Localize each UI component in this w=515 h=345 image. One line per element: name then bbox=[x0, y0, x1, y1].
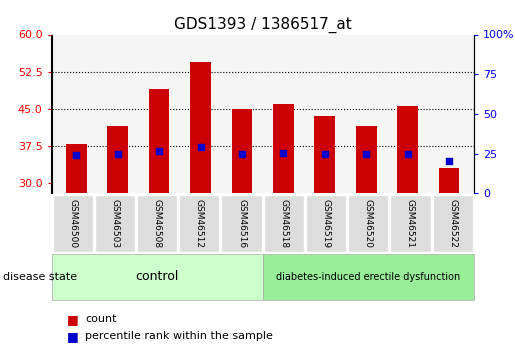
Bar bbox=[356, 126, 376, 193]
Text: ■: ■ bbox=[67, 313, 79, 326]
Bar bbox=[190, 62, 211, 193]
Text: GSM46521: GSM46521 bbox=[406, 199, 415, 248]
Text: GSM46519: GSM46519 bbox=[321, 199, 331, 248]
Text: GSM46508: GSM46508 bbox=[152, 199, 162, 248]
Text: GSM46518: GSM46518 bbox=[279, 199, 288, 248]
Point bbox=[321, 151, 329, 157]
Text: count: count bbox=[85, 314, 116, 324]
Bar bbox=[397, 106, 418, 193]
Bar bbox=[273, 104, 294, 193]
Bar bbox=[149, 89, 169, 193]
Text: disease state: disease state bbox=[3, 272, 77, 282]
Point bbox=[114, 151, 122, 156]
Text: GSM46522: GSM46522 bbox=[448, 199, 457, 248]
Text: diabetes-induced erectile dysfunction: diabetes-induced erectile dysfunction bbox=[276, 272, 460, 282]
Text: ■: ■ bbox=[67, 330, 79, 343]
Text: percentile rank within the sample: percentile rank within the sample bbox=[85, 332, 273, 341]
Bar bbox=[66, 144, 87, 193]
Text: GSM46520: GSM46520 bbox=[364, 199, 373, 248]
Text: GSM46516: GSM46516 bbox=[237, 199, 246, 248]
Point bbox=[403, 151, 411, 157]
Text: GSM46500: GSM46500 bbox=[68, 199, 77, 248]
Point bbox=[279, 150, 287, 156]
Text: control: control bbox=[135, 270, 179, 283]
Point bbox=[362, 151, 370, 157]
Point bbox=[155, 148, 163, 154]
Bar bbox=[108, 126, 128, 193]
Bar bbox=[314, 116, 335, 193]
Text: GSM46503: GSM46503 bbox=[110, 199, 119, 248]
Point bbox=[445, 159, 453, 164]
Point bbox=[72, 152, 80, 158]
Point bbox=[196, 145, 204, 150]
Bar bbox=[439, 168, 459, 193]
Point bbox=[238, 151, 246, 156]
Bar bbox=[232, 109, 252, 193]
Title: GDS1393 / 1386517_at: GDS1393 / 1386517_at bbox=[174, 17, 352, 33]
Text: GSM46512: GSM46512 bbox=[195, 199, 204, 248]
